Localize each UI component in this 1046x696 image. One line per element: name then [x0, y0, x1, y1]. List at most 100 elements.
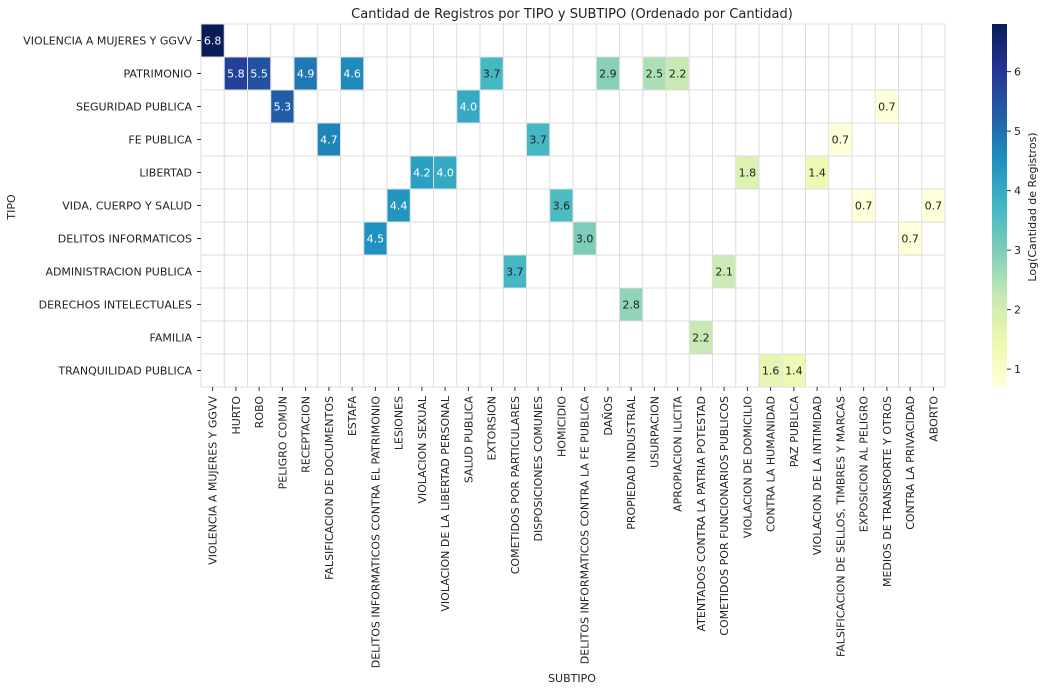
column-tick-label: RECEPTACION — [300, 396, 313, 473]
cell-value-label: 2.8 — [622, 299, 640, 312]
heatmap-cell — [224, 57, 247, 90]
heatmap-cells: 6.8 5.8 5.5 4.9 4.6 3.7 2.9 2.5 2.2 5.3 4.0 0.7 4.7 3… — [201, 24, 945, 387]
colorbar-tick-label: 2 — [1014, 304, 1021, 317]
column-tick-label: HOMICIDIO — [555, 396, 568, 457]
column-tick-label: COMETIDOS POR PARTICULARES — [509, 396, 522, 574]
heatmap-cell — [271, 90, 294, 123]
cell-value-label: 0.7 — [832, 134, 850, 147]
cell-value-label: 1.4 — [785, 365, 803, 378]
heatmap-cell — [899, 222, 922, 255]
heatmap-cell — [829, 123, 852, 156]
colorbar — [992, 24, 1007, 387]
heatmap-cell — [503, 255, 526, 288]
cell-value-label: 2.1 — [715, 266, 733, 279]
column-tick-label: PAZ PUBLICA — [788, 396, 801, 468]
column-tick-label: CONTRA LA PRIVACIDAD — [904, 396, 917, 530]
row-tick-label: DELITOS INFORMATICOS — [58, 233, 192, 246]
cell-value-label: 1.4 — [808, 167, 826, 180]
row-tick-label: SEGURIDAD PUBLICA — [76, 101, 192, 114]
cell-value-label: 3.0 — [576, 233, 594, 246]
column-tick-label: VIOLENCIA A MUJERES Y GGVV — [207, 396, 220, 565]
column-tick-label: MEDIOS DE TRANSPORTE Y OTROS — [881, 396, 894, 587]
cell-value-label: 4.5 — [367, 233, 385, 246]
column-labels: VIOLENCIA A MUJERES Y GGVV HURTO ROBO PELIG… — [207, 387, 940, 669]
heatmap-cell — [806, 156, 829, 189]
cell-value-label: 4.4 — [390, 200, 408, 213]
cell-value-label: 3.7 — [483, 68, 501, 81]
row-tick-label: VIOLENCIA A MUJERES Y GGVV — [23, 35, 192, 48]
heatmap-cell — [550, 189, 573, 222]
heatmap-cell — [759, 354, 782, 387]
cell-value-label: 0.7 — [878, 101, 896, 114]
heatmap-cell — [248, 57, 271, 90]
column-tick-label: ABORTO — [927, 396, 940, 442]
column-tick-label: EXPOSICION AL PELIGRO — [858, 396, 871, 533]
heatmap-cell — [573, 222, 596, 255]
chart-title: Cantidad de Registros por TIPO y SUBTIPO… — [351, 7, 793, 22]
cell-value-label: 0.7 — [925, 200, 943, 213]
heatmap-cell — [922, 189, 945, 222]
column-tick-label: PROPIEDAD INDUSTRIAL — [625, 395, 638, 530]
column-tick-label: VIOLACION DE DOMICILIO — [741, 396, 754, 539]
column-tick-label: DAÑOS — [602, 396, 615, 436]
heatmap-cell — [317, 123, 340, 156]
heatmap-cell — [875, 90, 898, 123]
heatmap-cell — [666, 57, 689, 90]
cell-value-label: 5.3 — [274, 101, 292, 114]
colorbar-tick-label: 5 — [1014, 125, 1021, 138]
cell-value-label: 3.7 — [506, 266, 524, 279]
row-tick-label: PATRIMONIO — [124, 68, 193, 81]
colorbar-tick-label: 4 — [1014, 185, 1021, 198]
cell-value-label: 4.7 — [320, 134, 338, 147]
column-tick-label: HURTO — [230, 396, 243, 435]
heatmap-cell — [294, 57, 317, 90]
cell-value-label: 5.8 — [227, 68, 245, 81]
cell-value-label: 3.7 — [529, 134, 547, 147]
heatmap-cell — [596, 57, 619, 90]
grid-lines — [200, 23, 946, 388]
cell-value-label: 4.9 — [297, 68, 315, 81]
y-axis-label: TIPO — [5, 194, 18, 221]
cell-value-label: 1.6 — [762, 365, 780, 378]
heatmap-cell — [782, 354, 805, 387]
column-tick-label: DELITOS INFORMATICOS CONTRA LA FE PUBLIC… — [579, 396, 592, 665]
heatmap-cell — [364, 222, 387, 255]
heatmap-cell — [341, 57, 364, 90]
row-tick-label: TRANQUILIDAD PUBLICA — [57, 365, 192, 378]
column-tick-label: ATENTADOS CONTRA LA PATRIA POTESTAD — [695, 396, 708, 632]
column-tick-label: FALSIFICACION DE DOCUMENTOS — [323, 396, 336, 580]
column-tick-label: EXTORSION — [486, 396, 499, 460]
heatmap-cell — [527, 123, 550, 156]
cell-value-label: 3.6 — [553, 200, 571, 213]
cell-value-label: 0.7 — [901, 233, 919, 246]
colorbar-tick-label: 1 — [1014, 363, 1021, 376]
heatmap-cell — [457, 90, 480, 123]
heatmap-cell — [736, 156, 759, 189]
column-tick-label: DELITOS INFORMATICOS CONTRA EL PATRIMONI… — [369, 396, 382, 669]
heatmap-cell — [713, 255, 736, 288]
heatmap-cell — [434, 156, 457, 189]
cell-value-label: 2.9 — [599, 68, 617, 81]
heatmap-cell — [387, 189, 410, 222]
column-tick-label: ROBO — [253, 396, 266, 429]
column-tick-label: PELIGRO COMUN — [276, 396, 289, 489]
row-tick-label: LIBERTAD — [139, 167, 192, 180]
column-tick-label: DISPOSICIONES COMUNES — [532, 396, 545, 542]
cell-value-label: 2.2 — [692, 332, 710, 345]
heatmap-cell — [643, 57, 666, 90]
row-tick-label: DERECHOS INTELECTUALES — [39, 299, 192, 312]
x-axis-label: SUBTIPO — [548, 672, 596, 685]
cell-value-label: 4.6 — [343, 68, 361, 81]
cell-value-label: 5.5 — [250, 68, 268, 81]
row-tick-label: FE PUBLICA — [128, 134, 192, 147]
row-tick-label: FAMILIA — [150, 332, 193, 345]
cell-value-label: 2.2 — [669, 68, 687, 81]
cell-value-label: 4.2 — [413, 167, 431, 180]
column-tick-label: VIOLACION DE LA INTIMIDAD — [811, 396, 824, 555]
column-tick-label: FALSIFICACION DE SELLOS, TIMBRES Y MARCA… — [834, 396, 847, 657]
heatmap-cell — [201, 24, 224, 57]
cell-value-label: 4.0 — [460, 101, 478, 114]
heatmap-cell — [410, 156, 433, 189]
